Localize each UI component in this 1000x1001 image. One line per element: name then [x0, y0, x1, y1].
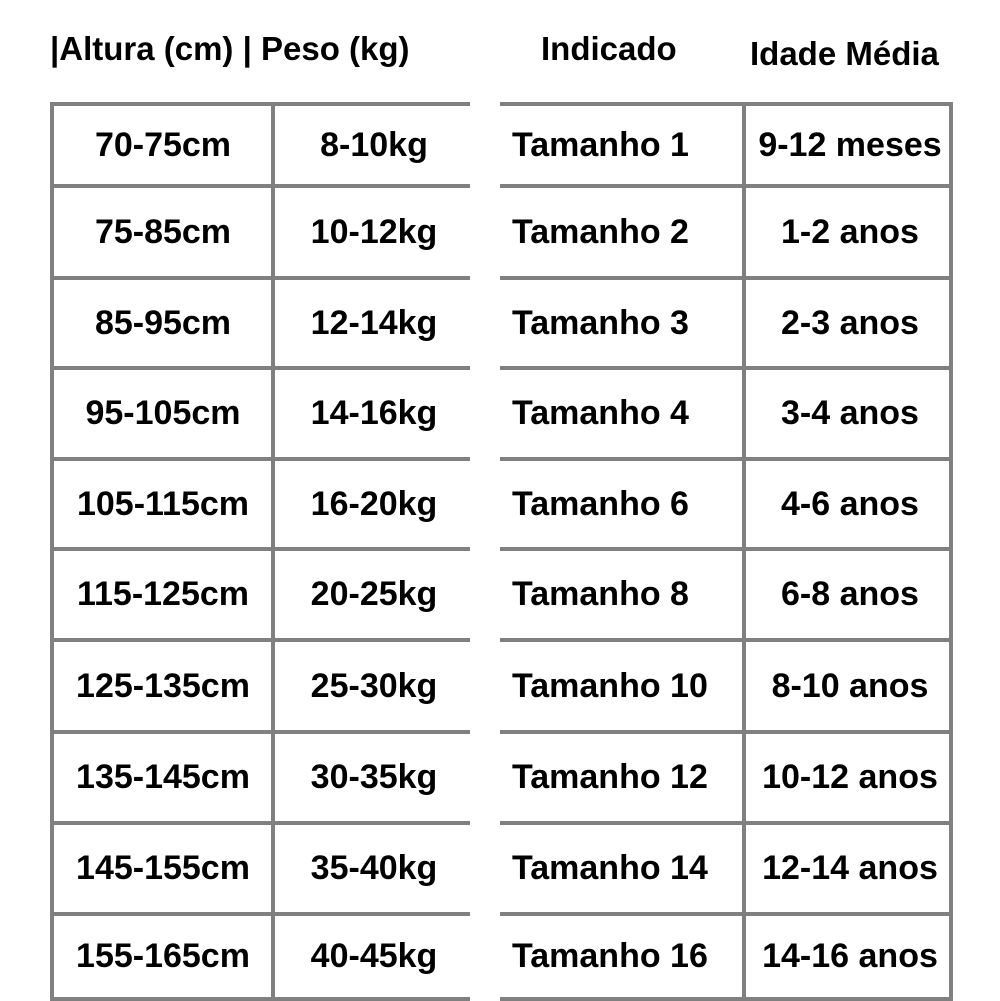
- grid-line: [50, 547, 470, 551]
- idade-cell: 8-10 anos: [771, 666, 929, 705]
- grid-line: [50, 184, 470, 188]
- peso-cell: 40-45kg: [310, 937, 438, 975]
- peso-cell: 16-20kg: [310, 484, 438, 523]
- grid-line: [500, 821, 952, 825]
- idade-cell: 6-8 anos: [781, 575, 919, 613]
- peso-cell: 35-40kg: [310, 849, 438, 887]
- altura-cell: 95-105cm: [85, 394, 241, 432]
- grid-line: [500, 730, 952, 734]
- altura-cell: 125-135cm: [76, 666, 250, 705]
- grid-line: [50, 997, 470, 1001]
- header-altura-peso: |Altura (cm) | Peso (kg): [50, 30, 410, 67]
- idade-cell: 4-6 anos: [781, 484, 919, 523]
- idade-cell: 12-14 anos: [762, 849, 938, 887]
- grid-line: [271, 102, 275, 1001]
- tamanho-cell: Tamanho 3: [512, 303, 689, 342]
- idade-cell: 2-3 anos: [781, 303, 919, 342]
- grid-line: [50, 366, 470, 370]
- grid-line: [50, 276, 470, 280]
- idade-cell: 1-2 anos: [781, 212, 919, 251]
- idade-cell: 9-12 meses: [758, 125, 942, 164]
- header-indicado: Indicado: [541, 30, 677, 67]
- grid-line: [500, 638, 952, 642]
- grid-line: [500, 547, 952, 551]
- grid-line: [50, 821, 470, 825]
- grid-line: [50, 912, 470, 916]
- grid-line: [742, 102, 746, 1001]
- tamanho-cell: Tamanho 16: [512, 937, 708, 975]
- peso-cell: 20-25kg: [310, 575, 438, 613]
- altura-cell: 75-85cm: [94, 212, 232, 251]
- tamanho-cell: Tamanho 14: [512, 849, 708, 887]
- grid-line: [500, 184, 952, 188]
- grid-line: [500, 457, 952, 461]
- altura-cell: 115-125cm: [76, 575, 250, 613]
- grid-line: [500, 276, 952, 280]
- grid-line: [500, 912, 952, 916]
- grid-line: [500, 366, 952, 370]
- grid-line: [949, 102, 953, 1001]
- idade-cell: 10-12 anos: [762, 758, 938, 796]
- grid-line: [500, 102, 952, 106]
- tamanho-cell: Tamanho 10: [512, 666, 708, 705]
- tamanho-cell: Tamanho 8: [512, 575, 689, 613]
- grid-line: [50, 638, 470, 642]
- header-idade-media: Idade Média: [750, 35, 939, 72]
- altura-cell: 70-75cm: [94, 125, 232, 164]
- tamanho-cell: Tamanho 1: [512, 125, 689, 164]
- tamanho-cell: Tamanho 12: [512, 758, 708, 796]
- peso-cell: 14-16kg: [310, 394, 438, 432]
- grid-line: [500, 997, 952, 1001]
- altura-cell: 155-165cm: [76, 937, 250, 975]
- peso-cell: 25-30kg: [310, 666, 438, 705]
- idade-cell: 14-16 anos: [762, 937, 938, 975]
- tamanho-cell: Tamanho 6: [512, 484, 689, 523]
- peso-cell: 8-10kg: [320, 125, 428, 164]
- altura-cell: 85-95cm: [94, 303, 232, 342]
- grid-line: [50, 102, 470, 106]
- altura-cell: 105-115cm: [76, 484, 250, 523]
- grid-line: [50, 457, 470, 461]
- altura-cell: 145-155cm: [76, 849, 250, 887]
- peso-cell: 12-14kg: [310, 303, 438, 342]
- altura-cell: 135-145cm: [76, 758, 250, 796]
- idade-cell: 3-4 anos: [781, 394, 919, 432]
- grid-line: [50, 102, 54, 1001]
- tamanho-cell: Tamanho 4: [512, 394, 689, 432]
- peso-cell: 30-35kg: [310, 758, 438, 796]
- grid-line: [50, 730, 470, 734]
- tamanho-cell: Tamanho 2: [512, 212, 689, 251]
- peso-cell: 10-12kg: [310, 212, 438, 251]
